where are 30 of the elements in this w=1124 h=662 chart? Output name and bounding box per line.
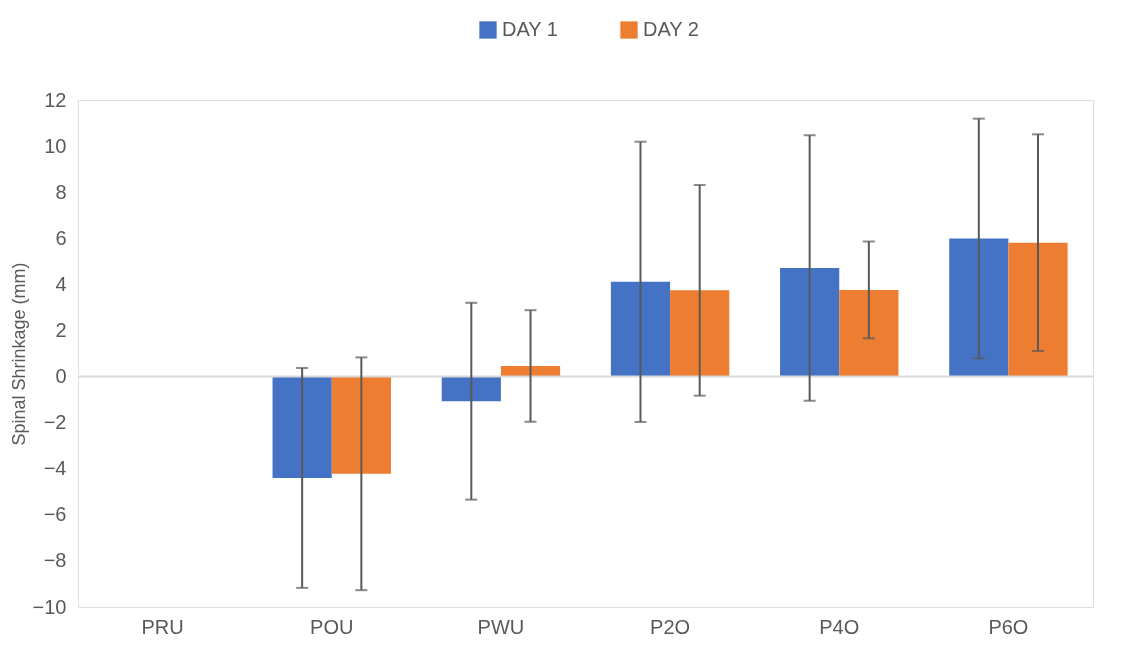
y-tick-label: −8 [43,549,67,572]
x-tick-label: POU [310,615,354,638]
x-tick-label: P4O [819,615,860,638]
y-tick-label: −4 [43,457,67,480]
legend-label: DAY 2 [643,18,699,40]
bar [780,268,840,377]
y-tick-label: 4 [55,272,67,295]
bar [949,238,1009,377]
y-tick-label: 0 [55,365,67,388]
y-tick-label: −6 [43,503,67,526]
y-tick-label: 10 [44,134,67,157]
y-tick-label: 6 [55,226,67,249]
x-tick-label: P6O [988,615,1029,638]
x-tick-label: PRU [141,615,184,638]
x-tick-label: PWU [477,615,525,638]
y-tick-label: 12 [44,88,67,111]
legend-label: DAY 1 [502,18,558,40]
bar [610,281,671,377]
x-tick-label: P2O [650,615,691,638]
y-tick-label: 8 [55,180,67,203]
bar [272,376,332,478]
bar [670,290,730,377]
bar [441,376,501,402]
bar [331,376,391,474]
y-tick-label: −2 [43,411,67,434]
y-axis-title: Spinal Shrinkage (mm) [8,262,29,446]
y-tick-label: 2 [55,318,67,341]
bar [1008,242,1068,377]
y-tick-label: −10 [32,595,67,618]
bar [839,289,899,377]
